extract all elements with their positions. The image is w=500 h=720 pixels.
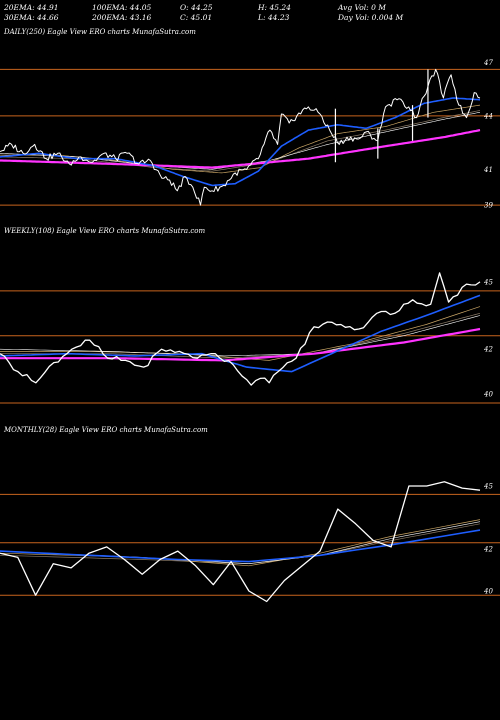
weekly-ema-mid3-line [0, 315, 481, 357]
daily-level-lines [0, 68, 500, 206]
monthly-y-ticks: 45 42 40 [483, 483, 493, 596]
weekly-y-tick-label: 42 [483, 346, 493, 354]
monthly-panel-title: MONTHLY(28) Eagle View ERO charts Munafa… [3, 426, 208, 434]
daily-y-tick-label: 41 [483, 166, 493, 174]
stat-high: H: 45.24 [257, 3, 291, 12]
weekly-ema-long-line [0, 327, 481, 362]
stat-close: C: 45.01 [180, 13, 212, 22]
stat-day-vol: Day Vol: 0.004 M [337, 13, 404, 22]
daily-y-tick-label: 39 [484, 202, 493, 210]
monthly-series [0, 481, 481, 603]
monthly-y-tick-label: 40 [483, 588, 493, 596]
monthly-ema-short-line [0, 529, 481, 563]
monthly-y-tick-label: 45 [483, 483, 493, 491]
stat-avg-vol: Avg Vol: 0 M [337, 3, 386, 12]
monthly-level-lines [0, 493, 500, 596]
daily-y-ticks: 47 44 41 39 [483, 59, 493, 210]
daily-price-line [0, 68, 481, 206]
weekly-y-tick-label: 40 [483, 391, 493, 399]
stat-100ema: 100EMA: 44.05 [92, 3, 151, 12]
daily-ema-long-line [0, 129, 481, 169]
monthly-y-tick-label: 42 [483, 546, 493, 554]
weekly-price-line [0, 272, 481, 386]
weekly-panel: WEEKLY(108) Eagle View ERO charts Munafa… [0, 227, 500, 404]
stat-open: O: 44.25 [180, 3, 213, 12]
weekly-level-lines [0, 290, 500, 404]
daily-y-tick-label: 44 [483, 112, 493, 120]
daily-series [0, 68, 481, 206]
daily-panel: DAILY(250) Eagle View ERO charts MunafaS… [0, 28, 500, 210]
stat-20ema: 20EMA: 44.91 [3, 3, 59, 12]
daily-ema-short-line [0, 97, 481, 187]
monthly-panel: MONTHLY(28) Eagle View ERO charts Munafa… [0, 426, 500, 603]
stat-200ema: 200EMA: 43.16 [91, 13, 151, 22]
weekly-ema-short-line [0, 294, 481, 373]
weekly-panel-title: WEEKLY(108) Eagle View ERO charts Munafa… [4, 227, 205, 235]
daily-y-tick-label: 47 [483, 59, 493, 67]
weekly-series [0, 272, 481, 386]
stat-low: L: 44.23 [257, 13, 290, 22]
stat-30ema: 30EMA: 44.66 [4, 13, 59, 22]
header-stats: 20EMA: 44.91 100EMA: 44.05 O: 44.25 H: 4… [3, 3, 404, 22]
weekly-y-ticks: 45 42 40 [483, 278, 493, 398]
monthly-price-line [0, 481, 481, 603]
daily-panel-title: DAILY(250) Eagle View ERO charts MunafaS… [3, 28, 196, 36]
weekly-y-tick-label: 45 [483, 278, 493, 286]
